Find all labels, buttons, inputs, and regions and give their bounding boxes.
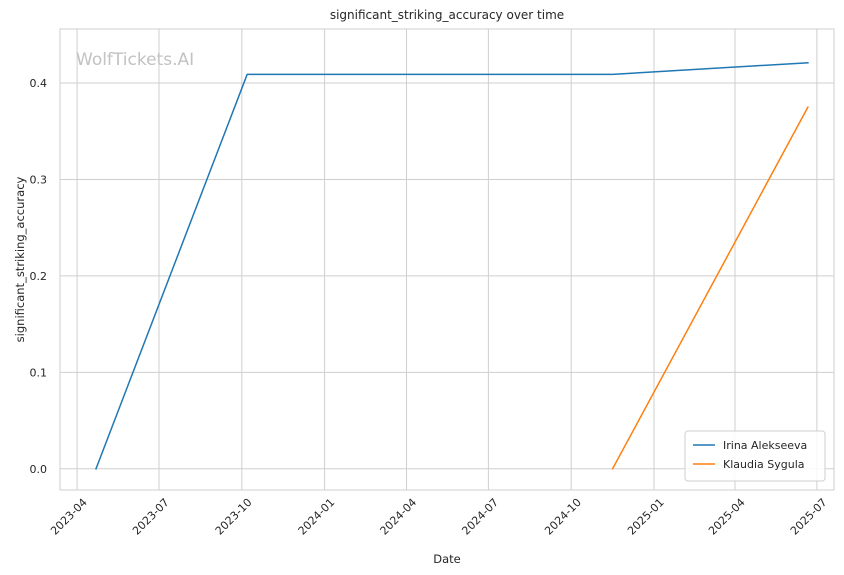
grid-layer	[60, 29, 834, 490]
y-tick-labels: 0.0 0.1 0.2 0.3 0.4	[30, 77, 48, 476]
y-tick-label: 0.2	[30, 270, 48, 283]
legend-label-1: Klaudia Sygula	[723, 458, 805, 471]
x-axis-title: Date	[433, 552, 461, 566]
y-axis-title: significant_striking_accuracy	[13, 176, 27, 342]
series-layer	[95, 61, 809, 470]
series-line-0	[95, 61, 809, 470]
legend-box	[684, 430, 826, 482]
watermark-logo-text: WolfTickets.AI	[76, 50, 194, 70]
legend-label-0: Irina Alekseeva	[723, 439, 807, 452]
y-tick-label: 0.3	[30, 173, 48, 186]
chart-title: significant_striking_accuracy over time	[330, 8, 564, 22]
series-line-1	[611, 106, 809, 470]
y-tick-label: 0.4	[30, 77, 48, 90]
y-tick-label: 0.1	[30, 366, 48, 379]
legend: Irina Alekseeva Klaudia Sygula	[684, 430, 826, 482]
y-tick-label: 0.0	[30, 463, 48, 476]
plot-area-frame	[59, 28, 835, 491]
